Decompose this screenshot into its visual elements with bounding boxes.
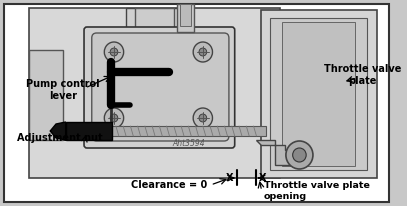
Bar <box>135 8 174 43</box>
Polygon shape <box>256 140 300 165</box>
Circle shape <box>293 148 306 162</box>
FancyBboxPatch shape <box>92 33 229 141</box>
Bar <box>270 18 367 170</box>
Circle shape <box>104 42 124 62</box>
Bar <box>126 8 184 33</box>
Text: Clearance = 0: Clearance = 0 <box>131 180 207 190</box>
Text: Pump control
lever: Pump control lever <box>26 79 100 101</box>
Text: X: X <box>226 173 234 183</box>
Circle shape <box>104 108 124 128</box>
Bar <box>29 8 280 178</box>
Circle shape <box>110 48 118 56</box>
Circle shape <box>199 48 207 56</box>
Bar <box>177 4 194 32</box>
Circle shape <box>193 108 212 128</box>
Bar <box>282 22 355 166</box>
FancyBboxPatch shape <box>84 27 235 148</box>
Circle shape <box>286 141 313 169</box>
Circle shape <box>193 42 212 62</box>
Bar <box>29 50 63 140</box>
Bar <box>111 126 266 136</box>
Bar <box>261 10 377 178</box>
Circle shape <box>110 114 118 122</box>
Bar <box>66 122 112 140</box>
Bar <box>179 4 191 26</box>
Circle shape <box>199 114 207 122</box>
Text: Aht3594: Aht3594 <box>172 138 205 147</box>
Text: Throttle valve plate
opening: Throttle valve plate opening <box>264 181 370 201</box>
Text: Throttle valve
plate: Throttle valve plate <box>324 64 401 86</box>
Text: X: X <box>259 173 267 183</box>
Polygon shape <box>50 122 66 140</box>
Text: Adjustment nut: Adjustment nut <box>17 133 103 143</box>
